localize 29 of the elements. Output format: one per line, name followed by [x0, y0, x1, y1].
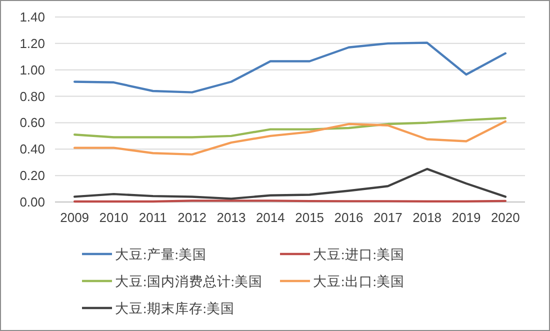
- x-tick-label: 2014: [256, 210, 285, 225]
- legend-label: 大豆:国内消费总计:美国: [115, 274, 263, 289]
- legend-label: 大豆:期末库存:美国: [115, 301, 235, 316]
- legend-label: 大豆:产量:美国: [115, 247, 207, 262]
- y-tick-label: 0.60: [20, 115, 45, 130]
- x-tick-label: 2015: [295, 210, 324, 225]
- x-tick-label: 2018: [412, 210, 442, 225]
- line-series: [73, 42, 507, 94]
- x-tick-label: 2020: [490, 210, 520, 225]
- x-tick-label: 2017: [373, 210, 402, 225]
- y-tick-label: 0.40: [20, 142, 45, 157]
- line-series: [73, 168, 507, 200]
- x-tick-label: 2012: [178, 210, 207, 225]
- x-tick-label: 2010: [99, 210, 128, 225]
- y-tick-label: 0.20: [20, 168, 45, 184]
- line-series: [73, 116, 507, 138]
- legend-label: 大豆:进口:美国: [313, 247, 405, 262]
- line-series: [73, 120, 507, 156]
- y-tick-label: 0.80: [20, 88, 45, 104]
- y-tick-label: 1.20: [20, 36, 45, 51]
- y-tick-label: 1.40: [20, 10, 45, 24]
- x-tick-label: 2009: [60, 210, 90, 225]
- x-tick-label: 2011: [138, 210, 167, 225]
- x-tick-label: 2019: [452, 210, 481, 225]
- y-tick-label: 1.00: [20, 62, 45, 78]
- y-tick-label: 0.00: [20, 194, 45, 210]
- legend-label: 大豆:出口:美国: [313, 274, 405, 289]
- x-tick-label: 2016: [334, 210, 364, 225]
- x-tick-label: 2013: [216, 210, 246, 225]
